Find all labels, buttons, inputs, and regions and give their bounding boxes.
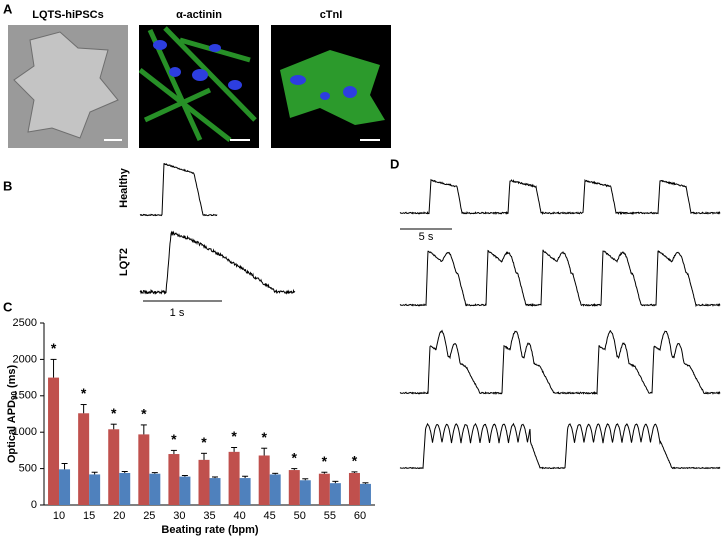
x-tick-label: 50 <box>294 510 306 522</box>
panel-letter: D <box>390 156 399 171</box>
panel-letter: B <box>3 178 12 193</box>
bar <box>48 377 60 505</box>
x-tick-label: 60 <box>354 510 366 522</box>
trace <box>399 422 721 470</box>
x-tick-label: 55 <box>324 510 336 522</box>
bar <box>179 476 191 505</box>
significance-mark: * <box>51 340 57 356</box>
bar <box>269 474 281 505</box>
panel-letter: A <box>3 1 13 16</box>
bar <box>59 469 71 505</box>
image-title: α-actinin <box>176 9 222 21</box>
bar <box>89 474 101 505</box>
y-axis-label: Optical APD90 (ms) <box>6 364 19 463</box>
bar <box>318 473 330 505</box>
x-tick-label: 25 <box>143 510 155 522</box>
y-tick-label: 500 <box>19 463 37 475</box>
image-title: LQTS-hiPSCs <box>32 9 104 21</box>
significance-mark: * <box>111 405 117 421</box>
significance-mark: * <box>261 429 267 445</box>
x-tick-label: 15 <box>83 510 95 522</box>
bar <box>149 473 161 505</box>
bar <box>359 483 371 505</box>
y-tick-label: 0 <box>31 499 37 511</box>
bar <box>209 478 221 505</box>
bar <box>348 472 360 505</box>
x-axis-label: Beating rate (bpm) <box>161 524 259 536</box>
significance-mark: * <box>231 428 237 444</box>
trace <box>139 163 218 217</box>
scale-label: 5 s <box>419 231 434 243</box>
y-tick-label: 2000 <box>13 353 37 365</box>
trace-label: Healthy <box>118 167 130 208</box>
significance-mark: * <box>352 453 358 469</box>
x-tick-label: 30 <box>173 510 185 522</box>
bar <box>258 455 270 505</box>
y-tick-label: 1000 <box>13 426 37 438</box>
bar <box>329 483 341 505</box>
y-tick-label: 1500 <box>13 390 37 402</box>
significance-mark: * <box>171 431 177 447</box>
significance-mark: * <box>81 385 87 401</box>
fluorescence-image <box>139 25 259 148</box>
significance-mark: * <box>141 406 147 422</box>
bar <box>299 480 311 505</box>
bar <box>288 470 300 505</box>
x-tick-label: 45 <box>264 510 276 522</box>
x-tick-label: 20 <box>113 510 125 522</box>
fluorescence-image <box>271 25 391 148</box>
significance-mark: * <box>201 434 207 450</box>
trace <box>399 329 721 395</box>
panel-letter: C <box>3 299 13 314</box>
y-tick-label: 2500 <box>13 317 37 329</box>
significance-mark: * <box>292 449 298 465</box>
x-tick-label: 35 <box>203 510 215 522</box>
phase-image <box>8 25 128 148</box>
trace <box>399 178 721 216</box>
x-tick-label: 40 <box>233 510 245 522</box>
bar <box>138 434 150 505</box>
x-tick-label: 10 <box>53 510 65 522</box>
bar <box>228 451 240 505</box>
bar <box>239 478 251 505</box>
bar <box>119 472 131 505</box>
bar <box>108 429 120 505</box>
trace <box>139 230 296 295</box>
bar <box>198 459 210 505</box>
bar <box>168 454 180 505</box>
trace <box>399 249 721 308</box>
image-title: cTnI <box>320 9 343 21</box>
significance-mark: * <box>322 453 328 469</box>
bar <box>78 413 90 505</box>
trace-label: LQT2 <box>118 248 130 276</box>
scale-label: 1 s <box>170 307 185 319</box>
